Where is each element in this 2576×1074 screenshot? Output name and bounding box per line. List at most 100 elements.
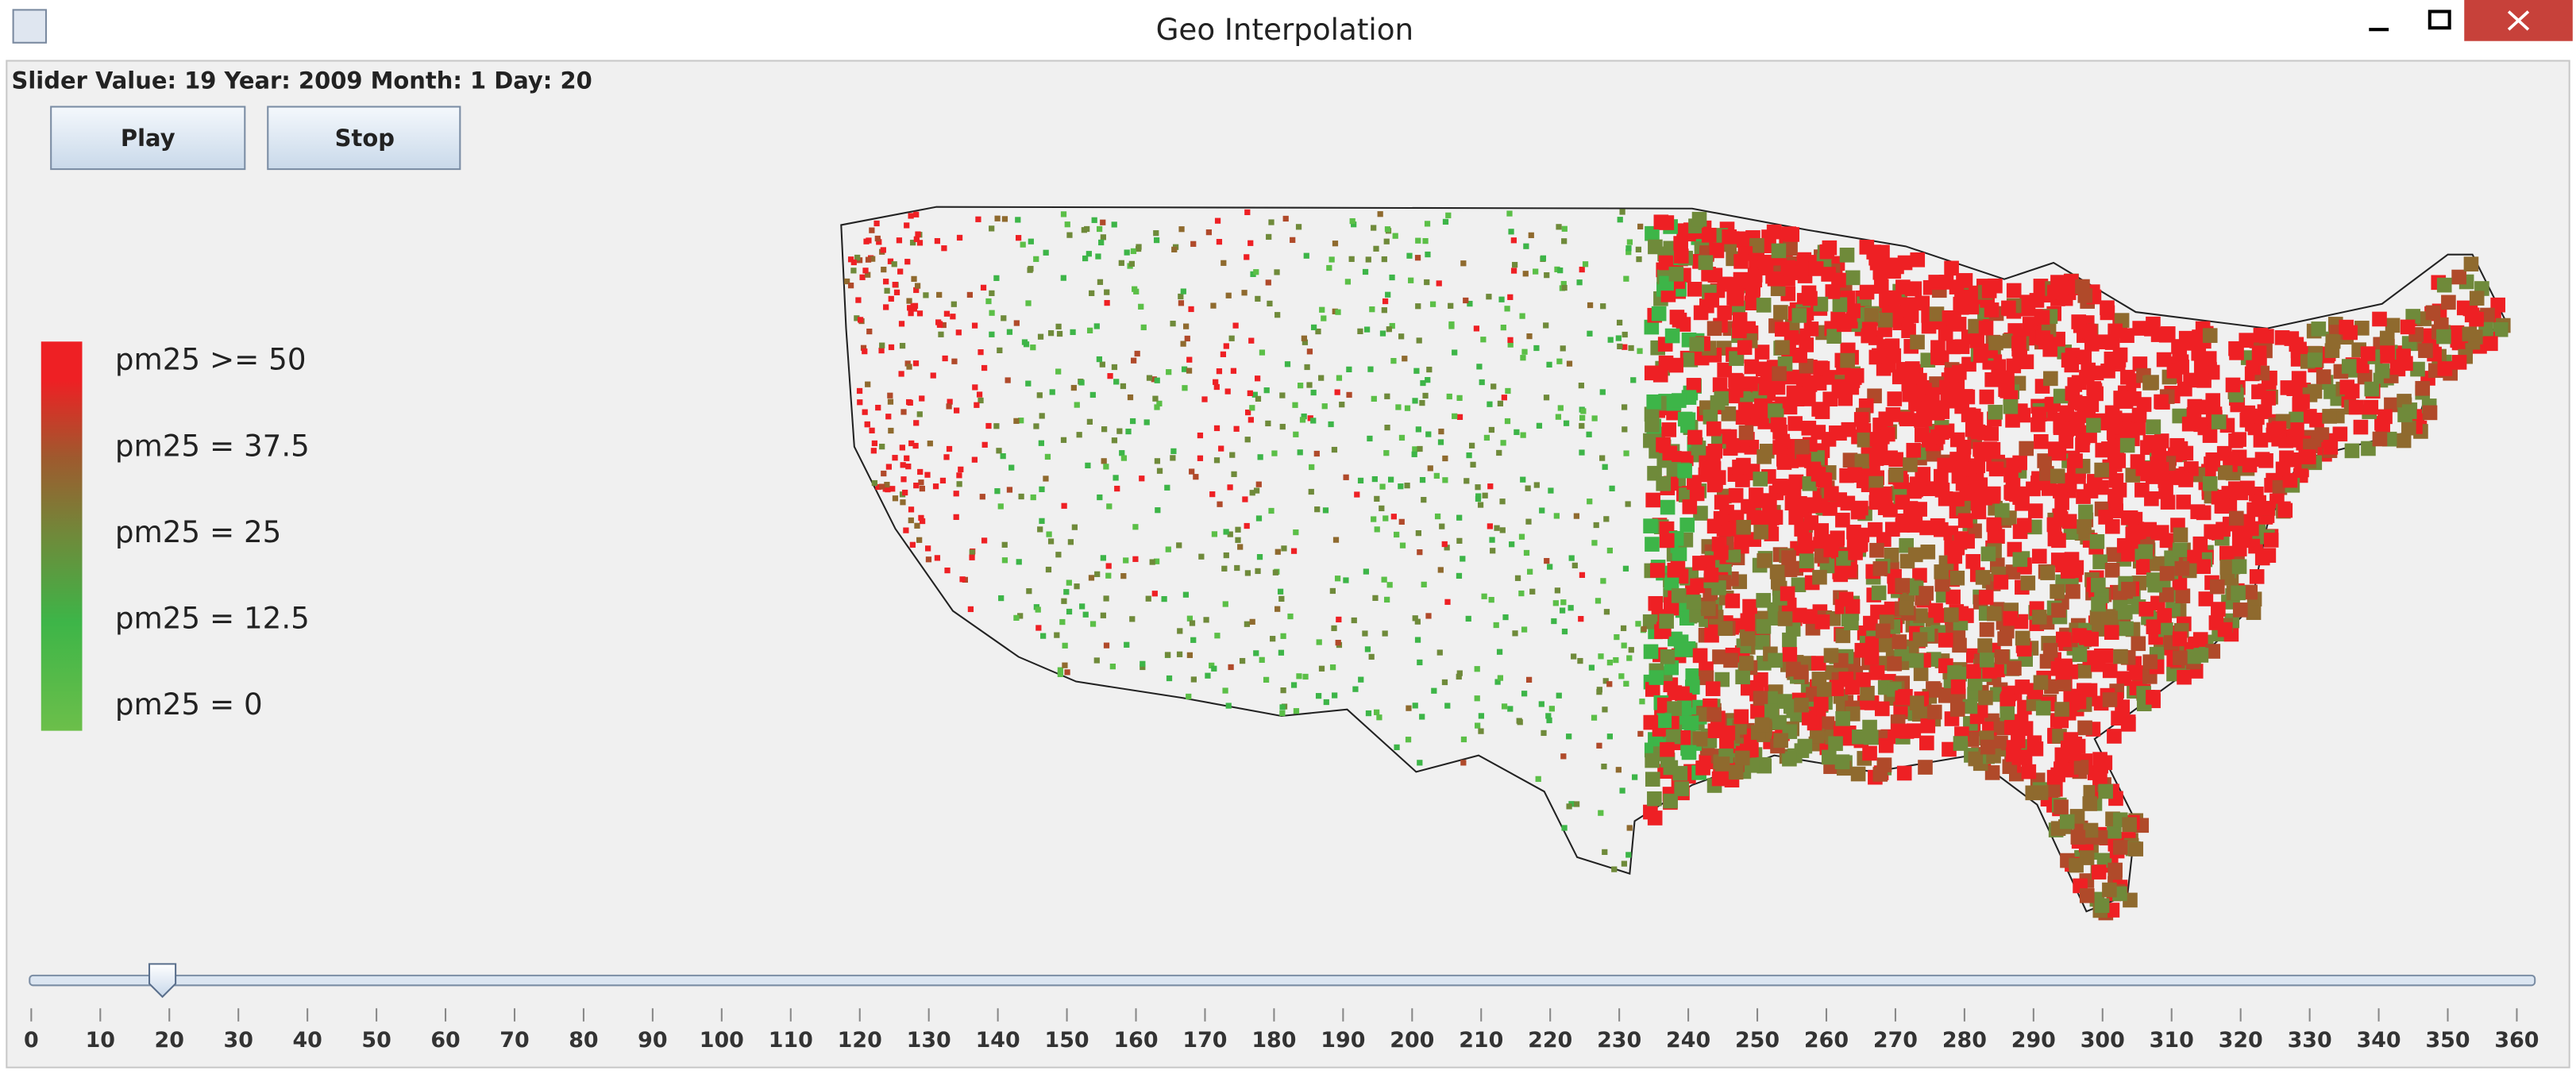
map-dot	[1411, 451, 1417, 457]
map-dot	[906, 398, 912, 406]
map-dot	[2156, 352, 2172, 368]
map-dot	[1123, 557, 1129, 564]
map-dot	[1703, 567, 1719, 583]
map-dot	[1644, 365, 1660, 381]
map-dot	[1721, 406, 1737, 422]
map-dot	[1006, 487, 1013, 493]
map-dot	[1586, 431, 1592, 437]
map-dot	[1096, 356, 1103, 363]
map-dot	[1510, 268, 1517, 274]
map-dot	[2132, 321, 2147, 336]
map-dot	[1799, 386, 1814, 402]
map-dot	[1545, 713, 1552, 719]
map-dot	[1988, 461, 2004, 477]
map-dot	[1872, 767, 1888, 782]
map-dot	[1043, 249, 1049, 256]
map-dot	[1543, 322, 1549, 329]
map-dot	[1422, 237, 1429, 244]
map-dot	[1835, 711, 1850, 726]
map-dot	[1456, 537, 1463, 544]
map-dot	[2253, 433, 2269, 448]
map-dot	[1745, 403, 1760, 419]
map-dot	[2205, 452, 2221, 468]
map-dot	[2061, 352, 2077, 368]
maximize-button[interactable]	[2428, 10, 2451, 30]
map-dot	[1394, 531, 1400, 538]
map-dot	[1776, 455, 1792, 470]
map-dot	[1705, 681, 1721, 696]
map-dot	[1647, 791, 1662, 806]
map-dot	[1566, 803, 1572, 810]
map-dot	[1079, 603, 1086, 610]
map-dot	[1557, 405, 1564, 411]
map-dot	[1591, 714, 1598, 721]
map-dot	[1420, 379, 1426, 387]
map-dot	[1446, 393, 1452, 400]
map-dot	[1525, 676, 1533, 683]
map-dot	[2128, 841, 2144, 857]
slider-track[interactable]	[29, 974, 2536, 987]
map-dot	[884, 287, 890, 294]
map-dot	[1259, 656, 1265, 663]
map-dot	[919, 395, 925, 402]
slider-thumb[interactable]	[148, 963, 177, 999]
map-dot	[2186, 649, 2201, 664]
map-dot	[875, 483, 881, 491]
map-dot	[1170, 448, 1177, 455]
map-dot	[1753, 472, 1768, 487]
map-dot	[1878, 637, 1894, 652]
map-dot	[1743, 274, 1758, 289]
map-dot	[1103, 464, 1109, 470]
map-dot	[980, 284, 987, 291]
map-dot	[2192, 536, 2208, 552]
map-dot	[1511, 261, 1518, 268]
map-dot	[1602, 849, 1608, 856]
map-dot	[1106, 503, 1113, 510]
map-dot	[1619, 209, 1625, 215]
map-dot	[1001, 557, 1008, 564]
map-dot	[1819, 244, 1835, 260]
play-button[interactable]	[50, 106, 246, 171]
map-dot	[1673, 248, 1689, 264]
map-dot	[1521, 626, 1528, 633]
map-dot	[875, 404, 881, 411]
map-dot	[1189, 468, 1195, 475]
map-dot	[1039, 518, 1045, 524]
map-dot	[1947, 665, 1962, 680]
map-dot	[2211, 489, 2227, 505]
map-dot	[1205, 672, 1211, 679]
map-dot	[1587, 302, 1594, 309]
map-dot	[1228, 335, 1235, 341]
map-dot	[946, 445, 953, 452]
map-dot	[2357, 369, 2373, 385]
map-dot	[913, 287, 920, 294]
map-dot	[2364, 381, 2380, 397]
map-dot	[1799, 553, 1814, 569]
map-dot	[1466, 452, 1472, 459]
stop-button[interactable]	[267, 106, 461, 171]
map	[840, 206, 2511, 921]
map-dot	[1061, 598, 1067, 604]
map-dot	[1332, 692, 1338, 699]
map-dot	[2075, 437, 2090, 452]
map-dot	[1754, 345, 1770, 360]
map-dot	[1346, 366, 1352, 372]
map-dot	[1692, 648, 1708, 664]
map-dot	[1153, 230, 1159, 237]
map-dot	[1707, 443, 1722, 459]
map-dot	[1250, 271, 1256, 278]
map-dot	[1113, 379, 1120, 385]
map-dot	[1735, 669, 1750, 685]
map-dot	[1278, 649, 1285, 656]
map-dot	[1895, 578, 1911, 593]
map-dot	[909, 541, 916, 548]
map-dot	[1372, 595, 1379, 601]
map-dot	[1057, 667, 1063, 673]
map-dot	[1346, 391, 1352, 398]
map-dot	[981, 364, 988, 371]
map-dot	[1248, 240, 1254, 246]
map-dot	[1614, 633, 1620, 641]
map-dot	[1543, 395, 1550, 401]
map-dot	[1509, 541, 1515, 548]
slider-tick-label: 80	[569, 1028, 598, 1053]
